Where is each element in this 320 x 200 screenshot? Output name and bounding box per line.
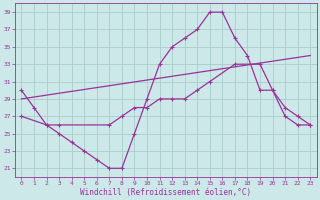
X-axis label: Windchill (Refroidissement éolien,°C): Windchill (Refroidissement éolien,°C) — [80, 188, 252, 197]
